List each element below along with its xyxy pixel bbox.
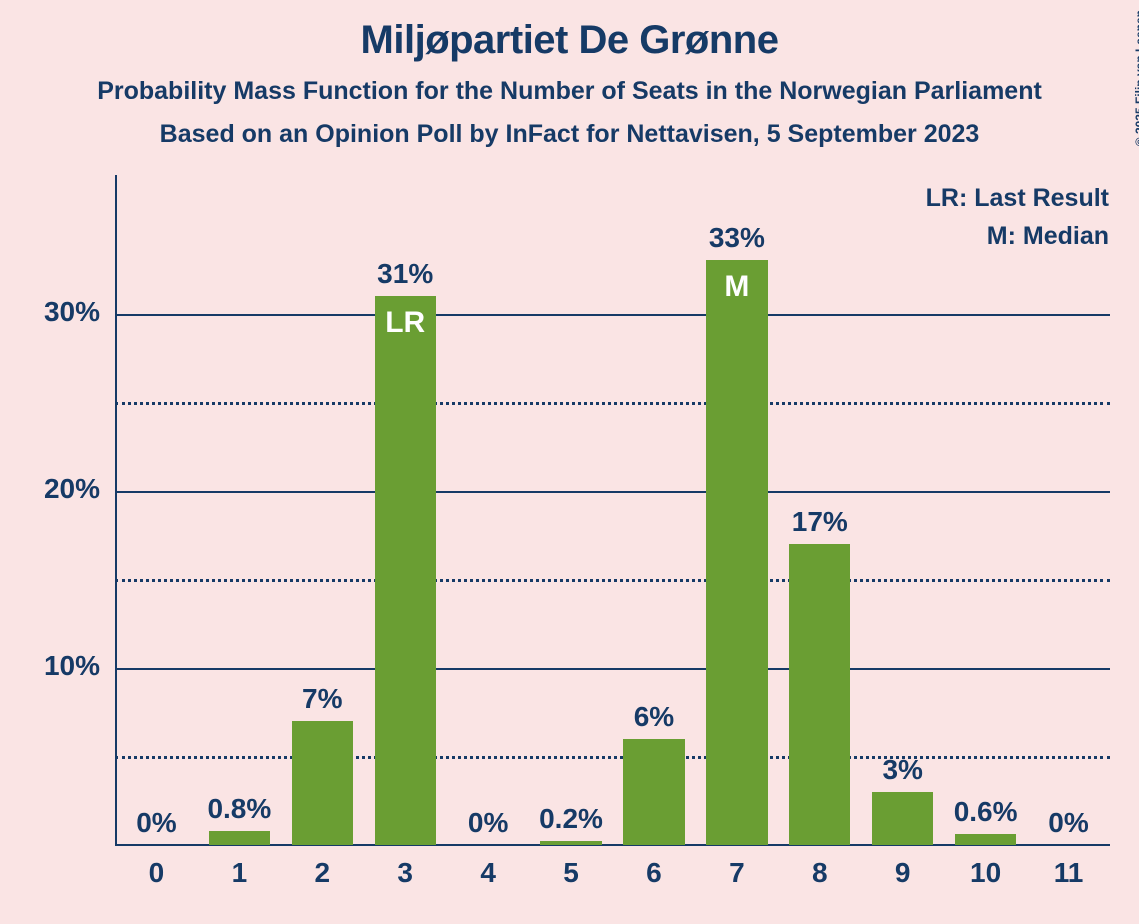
copyright-text: © 2025 Filip van Laenen — [1133, 10, 1139, 146]
bar — [789, 544, 850, 845]
bar-value-label: 0% — [1017, 807, 1120, 839]
gridline-minor — [115, 579, 1110, 582]
x-axis-tick-label: 10 — [944, 857, 1027, 889]
chart-title: Miljøpartiet De Grønne — [0, 0, 1139, 63]
bar-inner-label: LR — [375, 306, 436, 340]
gridline-major — [115, 491, 1110, 493]
x-axis-tick-label: 6 — [613, 857, 696, 889]
y-axis-tick-label: 10% — [20, 650, 100, 682]
bar — [540, 841, 601, 845]
gridline-major — [115, 314, 1110, 316]
x-axis-tick-label: 1 — [198, 857, 281, 889]
bar-value-label: 6% — [603, 701, 706, 733]
gridline-major — [115, 668, 1110, 670]
legend-last-result: LR: Last Result — [926, 180, 1109, 218]
bar-value-label: 33% — [685, 222, 788, 254]
chart-subtitle-1: Probability Mass Function for the Number… — [0, 77, 1139, 106]
x-axis-tick-label: 8 — [778, 857, 861, 889]
chart-subtitle-2: Based on an Opinion Poll by InFact for N… — [0, 120, 1139, 149]
bar-value-label: 3% — [851, 754, 954, 786]
bar-value-label: 31% — [354, 258, 457, 290]
bar-value-label: 0.8% — [188, 793, 291, 825]
bar-value-label: 7% — [271, 683, 374, 715]
x-axis-tick-label: 5 — [530, 857, 613, 889]
y-axis-tick-label: 20% — [20, 473, 100, 505]
bar — [872, 792, 933, 845]
chart-plot-area: 10%20%30%0%00.8%17%231%3LR0%40.2%56%633%… — [115, 225, 1110, 845]
gridline-minor — [115, 756, 1110, 759]
gridline-minor — [115, 402, 1110, 405]
x-axis-tick-label: 11 — [1027, 857, 1110, 889]
y-axis — [115, 175, 117, 845]
bar — [623, 739, 684, 845]
bar-value-label: 17% — [768, 506, 871, 538]
bar — [375, 296, 436, 845]
x-axis-tick-label: 7 — [695, 857, 778, 889]
x-axis-tick-label: 4 — [447, 857, 530, 889]
bar-value-label: 0.2% — [520, 803, 623, 835]
bar — [706, 260, 767, 845]
x-axis-tick-label: 2 — [281, 857, 364, 889]
x-axis-tick-label: 0 — [115, 857, 198, 889]
bar — [209, 831, 270, 845]
y-axis-tick-label: 30% — [20, 296, 100, 328]
bar-inner-label: M — [706, 270, 767, 304]
bar — [955, 834, 1016, 845]
x-axis-tick-label: 9 — [861, 857, 944, 889]
x-axis-tick-label: 3 — [364, 857, 447, 889]
bar — [292, 721, 353, 845]
